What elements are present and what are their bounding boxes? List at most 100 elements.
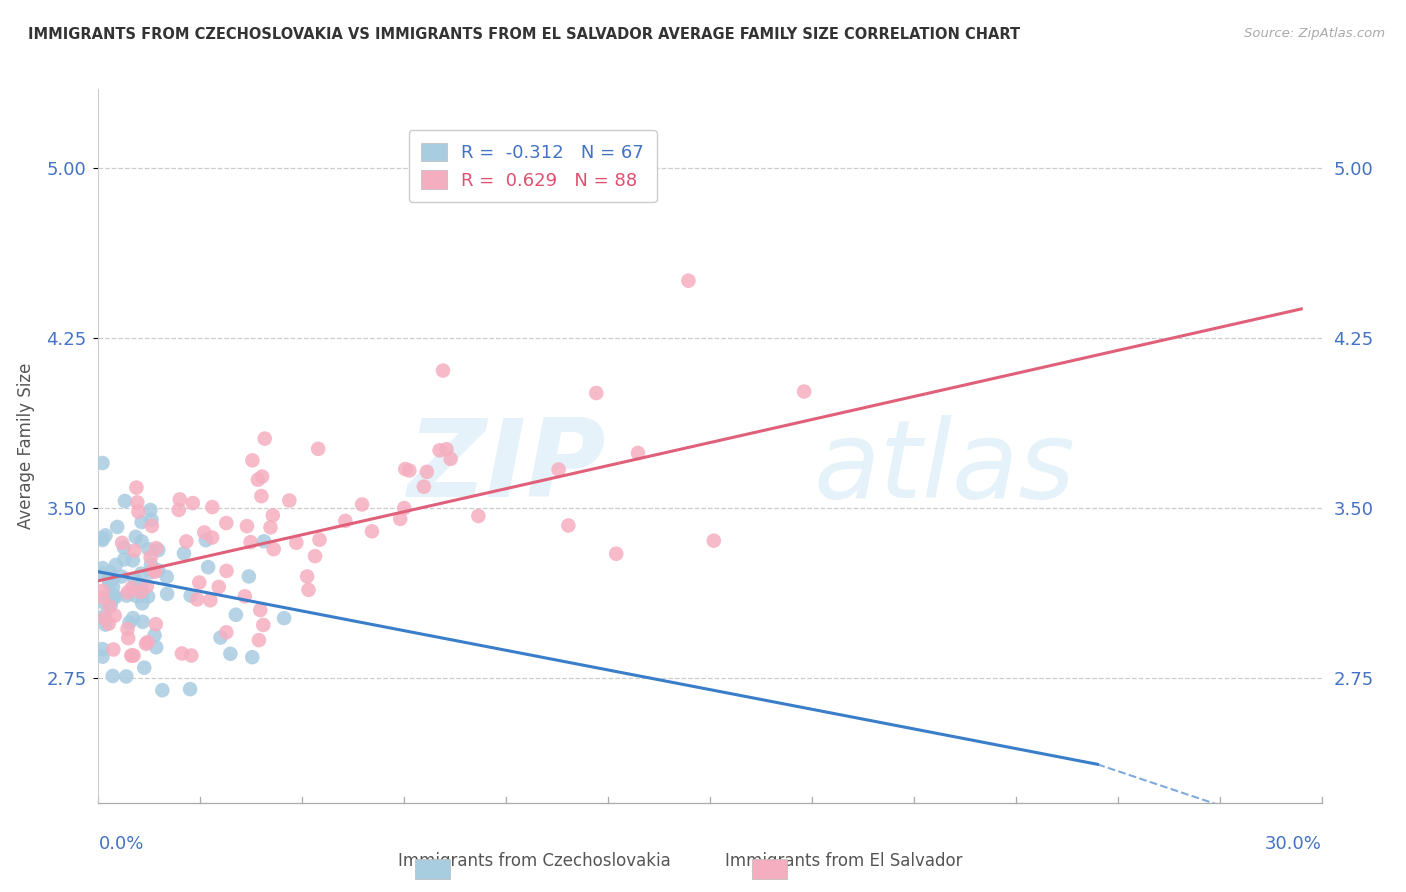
Point [97,572,120,586]
Point [605,547,627,561]
Point [117,622,139,636]
Point [186,592,208,607]
Point [215,625,238,640]
Point [262,508,284,523]
Point [129,585,152,599]
Point [91,583,114,598]
Point [252,618,274,632]
Point [138,542,160,557]
Point [141,513,163,527]
Point [352,498,374,512]
Point [167,503,190,517]
Point [432,363,454,377]
Point [139,566,162,580]
Point [242,453,264,467]
Point [253,432,276,446]
Point [193,525,215,540]
Point [156,570,179,584]
Point [98,576,121,591]
Point [111,569,134,583]
Text: ZIP: ZIP [408,415,606,520]
Point [703,533,725,548]
Point [304,549,326,563]
Point [131,534,153,549]
Point [105,520,128,534]
Point [145,640,167,655]
Point [91,566,114,581]
Point [134,661,156,675]
Point [98,599,121,614]
Point [285,535,308,549]
Point [131,515,153,529]
Point [259,520,281,534]
Point [125,589,148,603]
Text: IMMIGRANTS FROM CZECHOSLOVAKIA VS IMMIGRANTS FROM EL SALVADOR AVERAGE FAMILY SIZ: IMMIGRANTS FROM CZECHOSLOVAKIA VS IMMIGR… [28,27,1021,42]
Point [91,642,114,657]
Point [131,596,153,610]
Point [389,512,412,526]
Point [129,579,152,593]
Point [250,489,273,503]
Y-axis label: Average Family Size: Average Family Size [17,363,35,529]
Point [197,560,219,574]
Point [678,274,700,288]
Point [273,611,295,625]
Point [135,637,157,651]
Text: 30.0%: 30.0% [1265,835,1322,853]
Legend: R =  -0.312   N = 67, R =  0.629   N = 88: R = -0.312 N = 67, R = 0.629 N = 88 [409,130,657,202]
Point [439,451,461,466]
Point [114,494,136,508]
Point [131,615,153,629]
Point [94,528,117,542]
Point [103,642,125,657]
Point [112,541,135,555]
Point [201,531,224,545]
Point [176,534,198,549]
Point [180,648,202,663]
Point [253,534,276,549]
Point [124,572,146,586]
Point [136,635,159,649]
Point [91,649,114,664]
Point [139,503,162,517]
Point [121,648,143,663]
Point [117,585,139,599]
Point [209,631,232,645]
Point [93,611,115,625]
Point [91,595,114,609]
Point [143,628,166,642]
Point [91,531,114,545]
Point [139,550,162,565]
Point [117,631,139,645]
Point [236,519,259,533]
Point [308,533,330,547]
Point [436,442,458,457]
Point [240,650,263,665]
Point [145,617,167,632]
Point [141,519,163,533]
Text: atlas: atlas [814,415,1076,520]
Point [139,558,162,572]
Point [398,463,420,477]
Point [361,524,384,539]
Point [104,590,127,604]
Point [127,495,149,509]
Point [150,683,173,698]
Point [136,590,159,604]
Point [585,386,607,401]
Point [173,546,195,560]
Point [127,505,149,519]
Text: Immigrants from El Salvador: Immigrants from El Salvador [725,852,962,870]
Text: 0.0%: 0.0% [98,835,143,853]
Point [169,492,191,507]
Point [94,617,117,632]
Point [156,587,179,601]
Point [129,566,152,581]
Point [93,608,115,623]
Point [238,569,260,583]
Point [215,564,238,578]
Point [112,552,135,566]
Point [124,543,146,558]
Point [429,443,451,458]
Point [97,616,120,631]
